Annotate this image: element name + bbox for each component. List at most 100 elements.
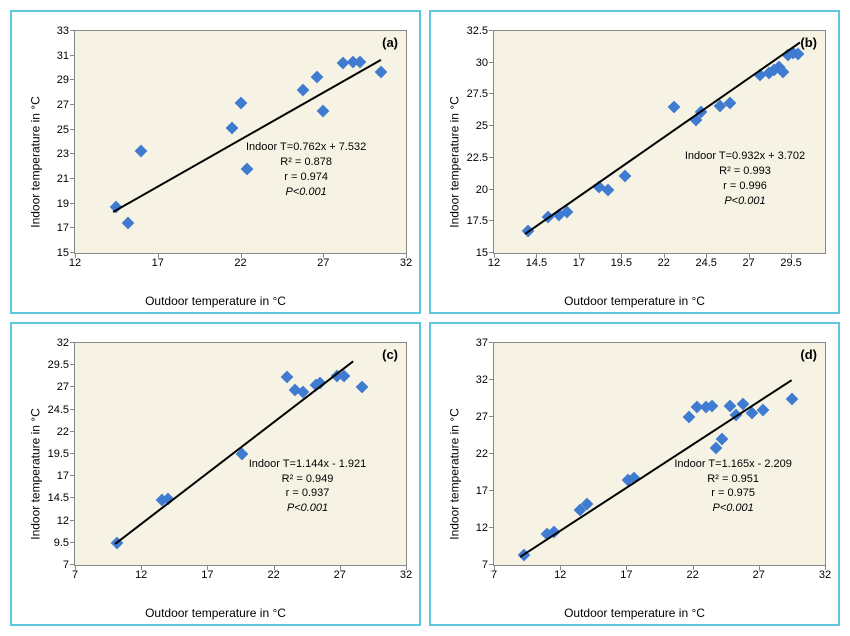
x-tick-label: 27	[742, 253, 754, 269]
data-marker	[234, 96, 247, 109]
chart-grid: (a)151719212325272931331217222732Indoor …	[0, 0, 850, 636]
panel-label: (b)	[800, 35, 817, 50]
x-tick-label: 27	[317, 253, 329, 269]
plot-area: (a)151719212325272931331217222732Indoor …	[74, 30, 407, 254]
data-marker	[310, 70, 323, 83]
stat-eq: Indoor T=1.165x - 2.209	[674, 457, 792, 472]
x-tick-label: 17	[573, 253, 585, 269]
y-tick-label: 22	[476, 448, 494, 460]
y-tick-label: 22	[57, 426, 75, 438]
data-marker	[724, 97, 737, 110]
x-axis-label: Outdoor temperature in °C	[564, 294, 705, 308]
panel-a: (a)151719212325272931331217222732Indoor …	[10, 10, 421, 314]
stat-r: r = 0.974	[246, 170, 366, 185]
y-tick-label: 27	[57, 381, 75, 393]
stat-p: P<0.001	[685, 194, 805, 209]
data-marker	[618, 169, 631, 182]
data-marker	[135, 144, 148, 157]
x-axis-label: Outdoor temperature in °C	[564, 606, 705, 620]
y-tick-label: 30	[476, 57, 494, 69]
stat-eq: Indoor T=0.932x + 3.702	[685, 149, 805, 164]
stat-r2: R² = 0.878	[246, 155, 366, 170]
x-tick-label: 17	[152, 253, 164, 269]
y-tick-label: 17	[57, 470, 75, 482]
y-tick-label: 19	[57, 198, 75, 210]
regression-stats: Indoor T=1.144x - 1.921R² = 0.949r = 0.9…	[249, 457, 367, 516]
data-marker	[668, 101, 681, 114]
y-tick-label: 32	[57, 337, 75, 349]
x-tick-label: 7	[72, 565, 78, 581]
stat-r: r = 0.996	[685, 179, 805, 194]
stat-p: P<0.001	[674, 501, 792, 516]
data-marker	[786, 392, 799, 405]
x-tick-label: 22	[234, 253, 246, 269]
y-tick-label: 29.5	[48, 359, 75, 371]
stat-p: P<0.001	[249, 501, 367, 516]
data-marker	[280, 370, 293, 383]
stat-r: r = 0.937	[249, 486, 367, 501]
x-tick-label: 12	[554, 565, 566, 581]
y-tick-label: 27.5	[467, 88, 494, 100]
data-marker	[297, 84, 310, 97]
x-tick-label: 22	[686, 565, 698, 581]
panel-c: (c)79.51214.51719.52224.52729.5327121722…	[10, 322, 421, 626]
y-tick-label: 14.5	[48, 492, 75, 504]
stat-eq: Indoor T=1.144x - 1.921	[249, 457, 367, 472]
x-tick-label: 29.5	[780, 253, 801, 269]
plot-area: (c)79.51214.51719.52224.52729.5327121722…	[74, 342, 407, 566]
y-tick-label: 17	[57, 222, 75, 234]
x-tick-label: 22	[658, 253, 670, 269]
y-tick-label: 37	[476, 337, 494, 349]
y-tick-label: 20	[476, 184, 494, 196]
x-tick-label: 7	[491, 565, 497, 581]
data-marker	[375, 65, 388, 78]
regression-stats: Indoor T=0.932x + 3.702R² = 0.993r = 0.9…	[685, 149, 805, 208]
panel-label: (c)	[382, 347, 398, 362]
regression-line	[114, 360, 353, 544]
x-axis-label: Outdoor temperature in °C	[145, 606, 286, 620]
y-tick-label: 33	[57, 25, 75, 37]
y-tick-label: 21	[57, 173, 75, 185]
data-marker	[756, 403, 769, 416]
y-tick-label: 29	[57, 74, 75, 86]
x-tick-label: 17	[620, 565, 632, 581]
y-tick-label: 27	[476, 411, 494, 423]
x-tick-label: 24.5	[695, 253, 716, 269]
stat-r2: R² = 0.949	[249, 472, 367, 487]
data-marker	[682, 411, 695, 424]
stat-r2: R² = 0.993	[685, 164, 805, 179]
x-tick-label: 17	[201, 565, 213, 581]
y-tick-label: 32.5	[467, 25, 494, 37]
y-tick-label: 17.5	[467, 215, 494, 227]
panel-label: (a)	[382, 35, 398, 50]
y-tick-label: 32	[476, 374, 494, 386]
y-tick-label: 24.5	[48, 404, 75, 416]
y-tick-label: 17	[476, 485, 494, 497]
y-axis-label: Indoor temperature in °C	[448, 96, 462, 228]
x-tick-label: 12	[488, 253, 500, 269]
x-tick-label: 27	[753, 565, 765, 581]
x-tick-label: 32	[400, 253, 412, 269]
data-marker	[122, 217, 135, 230]
x-tick-label: 12	[135, 565, 147, 581]
x-tick-label: 22	[267, 565, 279, 581]
panel-b: (b)1517.52022.52527.53032.51214.51719.52…	[429, 10, 840, 314]
y-tick-label: 25	[476, 120, 494, 132]
stat-p: P<0.001	[246, 185, 366, 200]
y-tick-label: 31	[57, 50, 75, 62]
y-tick-label: 12	[476, 522, 494, 534]
y-tick-label: 27	[57, 99, 75, 111]
y-axis-label: Indoor temperature in °C	[29, 96, 43, 228]
y-tick-label: 22.5	[467, 152, 494, 164]
stat-r2: R² = 0.951	[674, 472, 792, 487]
panel-label: (d)	[800, 347, 817, 362]
stat-eq: Indoor T=0.762x + 7.532	[246, 140, 366, 155]
regression-stats: Indoor T=1.165x - 2.209R² = 0.951r = 0.9…	[674, 457, 792, 516]
data-marker	[356, 381, 369, 394]
y-tick-label: 23	[57, 148, 75, 160]
y-tick-label: 19.5	[48, 448, 75, 460]
data-marker	[317, 105, 330, 118]
panel-d: (d)712172227323771217222732Indoor T=1.16…	[429, 322, 840, 626]
x-tick-label: 14.5	[526, 253, 547, 269]
stat-r: r = 0.975	[674, 486, 792, 501]
